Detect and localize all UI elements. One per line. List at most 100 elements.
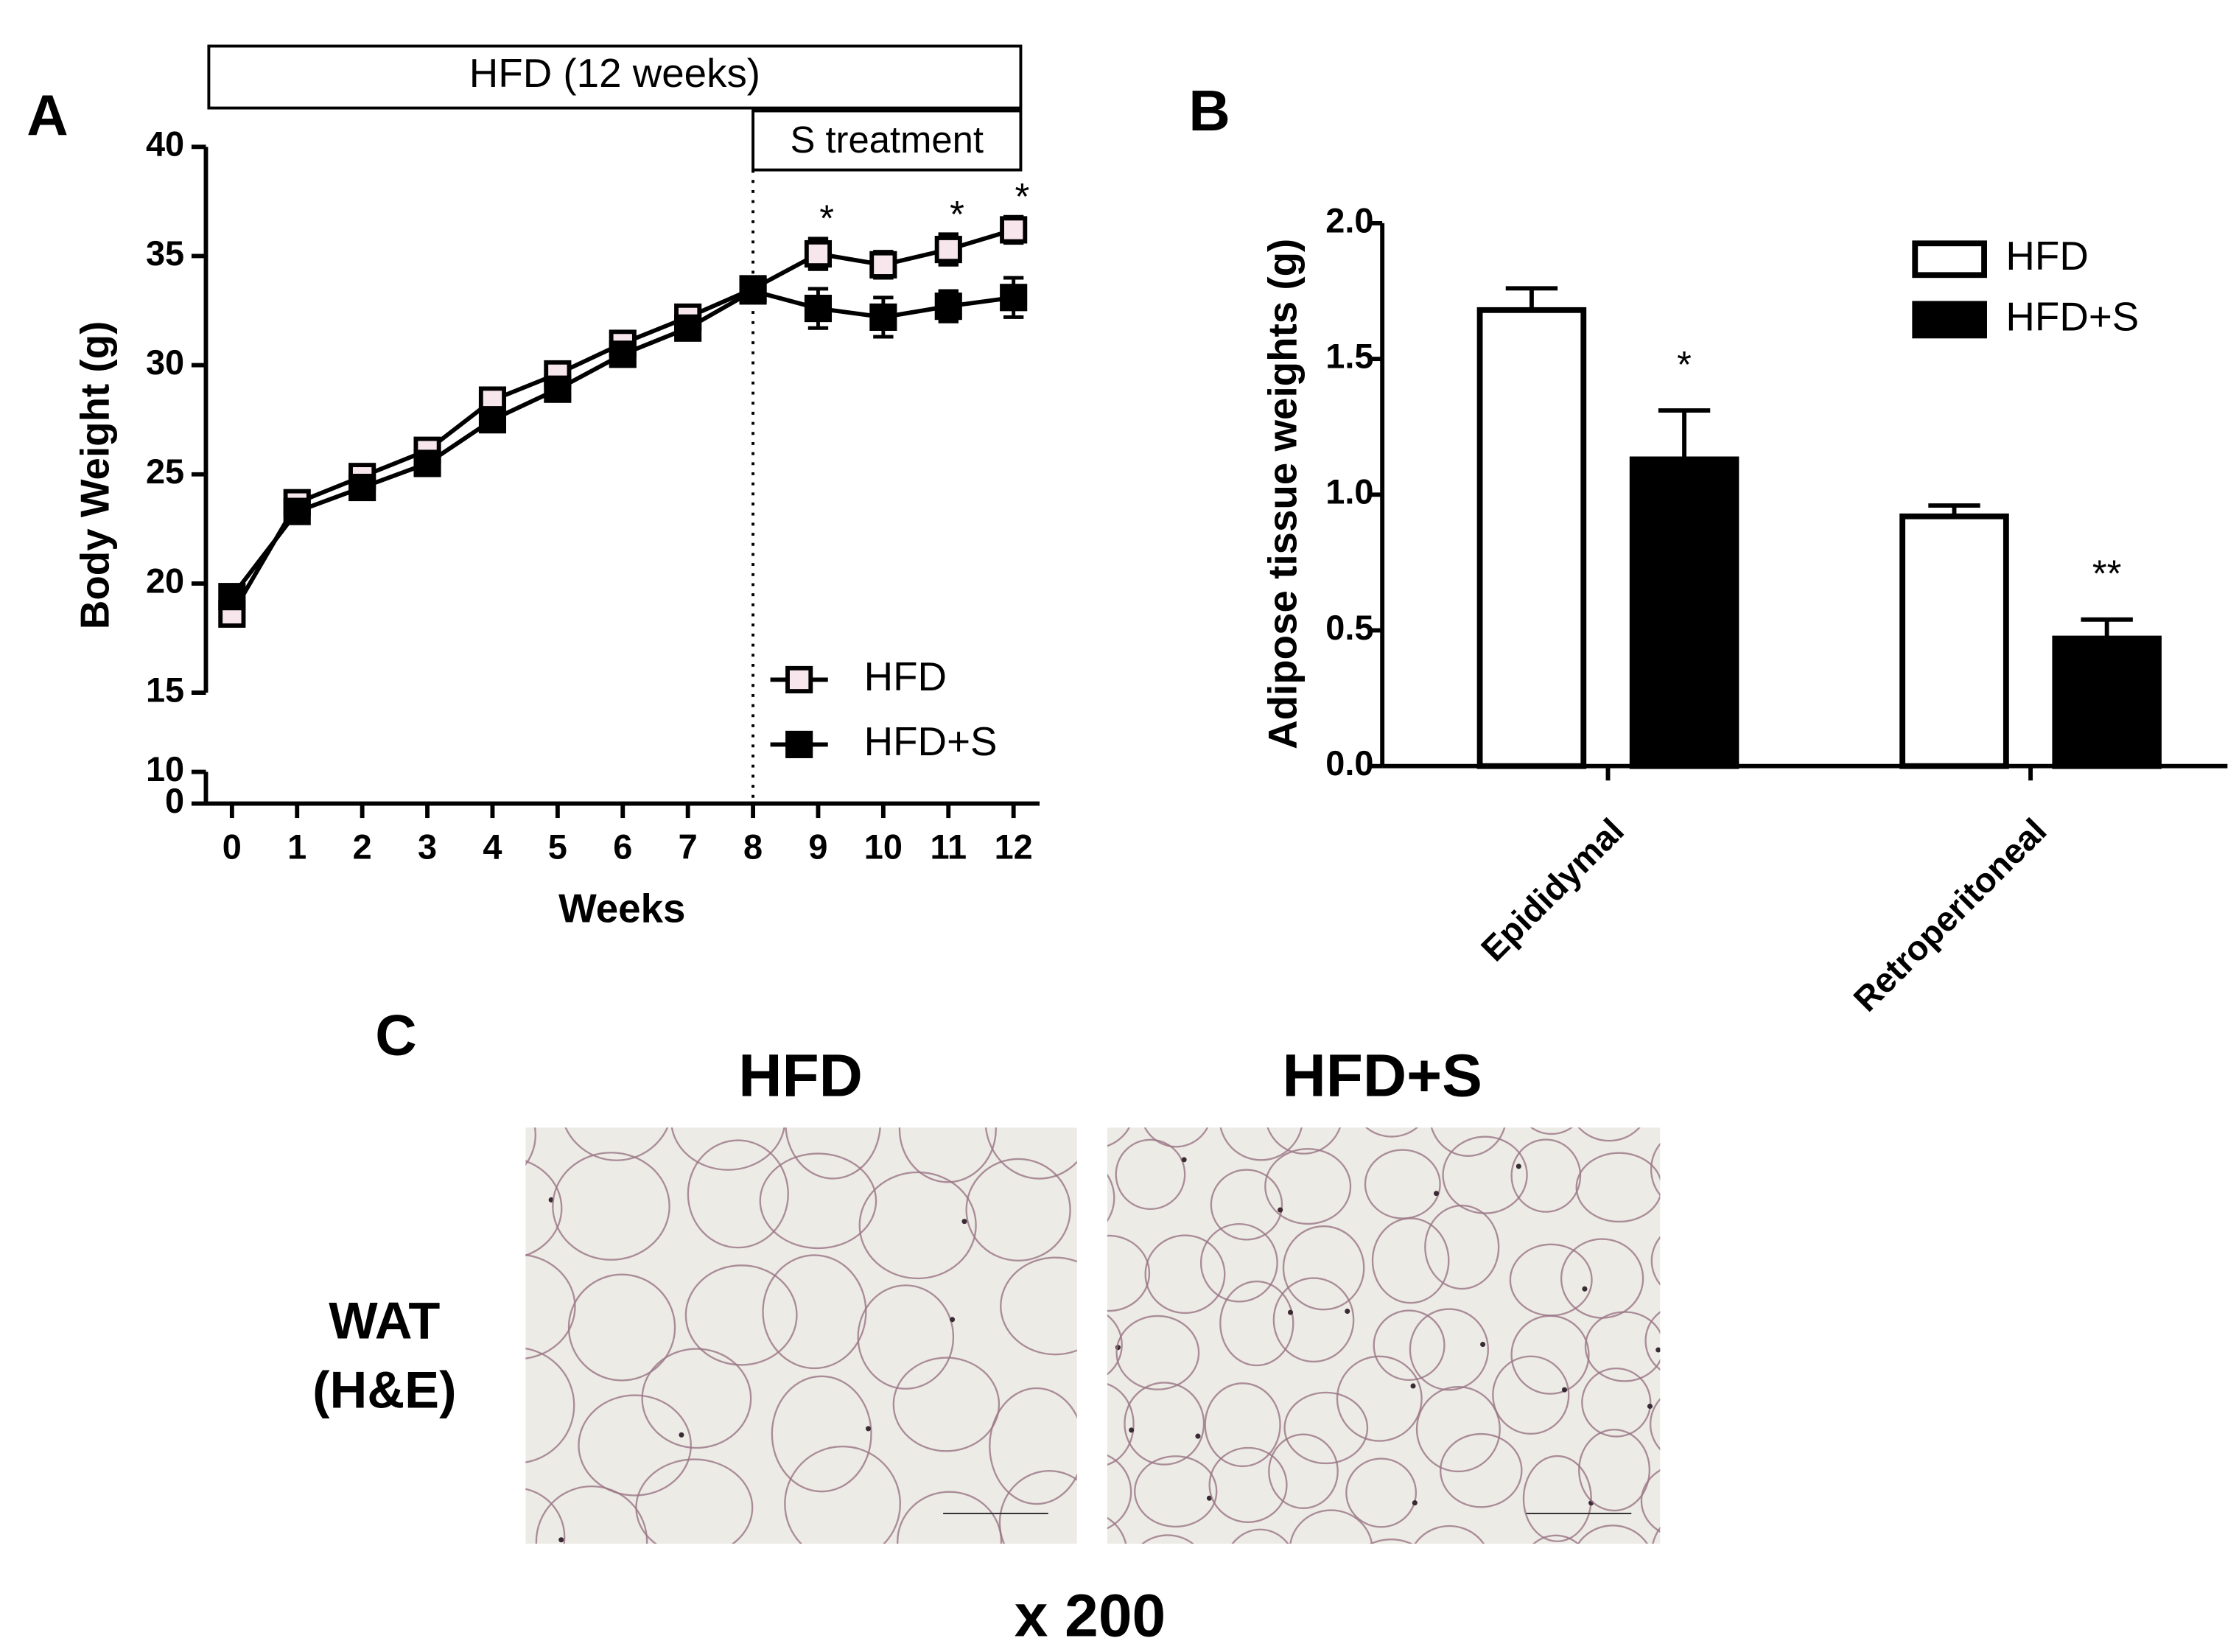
cell xyxy=(578,1394,692,1497)
row-label: (H&E) xyxy=(312,1360,456,1418)
nucleus xyxy=(865,1426,872,1432)
marker xyxy=(869,251,897,279)
cell xyxy=(670,1127,785,1171)
cell xyxy=(1577,1127,1641,1142)
marker xyxy=(739,277,767,305)
nucleus xyxy=(1640,1109,1645,1114)
cell xyxy=(564,1127,669,1161)
cell xyxy=(1000,1256,1077,1356)
x-tick-label: 5 xyxy=(548,827,567,866)
cell xyxy=(1107,1314,1123,1376)
y-tick-label: 0.0 xyxy=(1325,744,1373,783)
x-tick-label: 1 xyxy=(287,827,306,866)
cell xyxy=(1584,1311,1661,1382)
cell xyxy=(1662,1089,1746,1169)
cell xyxy=(1219,1280,1294,1367)
cell xyxy=(1208,1446,1288,1523)
header-box xyxy=(207,44,1023,110)
marker xyxy=(348,473,376,502)
cell xyxy=(898,1127,997,1183)
cell xyxy=(552,1152,670,1261)
nucleus xyxy=(950,1317,956,1323)
marker xyxy=(218,583,246,611)
cell xyxy=(1268,1433,1339,1510)
nucleus xyxy=(1647,1404,1653,1410)
marker xyxy=(609,340,637,368)
significance: * xyxy=(1015,175,1030,217)
legend-label: HFD+S xyxy=(2005,293,2139,339)
nucleus xyxy=(961,1219,967,1225)
nucleus xyxy=(1345,1309,1350,1315)
cell xyxy=(1439,1432,1523,1508)
nucleus xyxy=(1655,1347,1661,1353)
cell xyxy=(1415,1386,1501,1473)
cell xyxy=(1115,1138,1186,1211)
cell xyxy=(984,1127,1077,1180)
cell xyxy=(1640,1469,1661,1533)
cell xyxy=(1266,1127,1341,1155)
marker xyxy=(934,236,962,264)
cell xyxy=(1650,1142,1661,1197)
x-tick-label: 8 xyxy=(743,827,763,866)
cell xyxy=(1578,1428,1651,1512)
y-tick-label: 35 xyxy=(146,234,184,273)
x-tick-label: 9 xyxy=(808,827,827,866)
y-tick-label: 10 xyxy=(146,750,184,788)
marker xyxy=(1000,284,1028,312)
nucleus xyxy=(1410,1383,1416,1389)
marker xyxy=(1000,216,1028,244)
cell xyxy=(535,1485,648,1544)
treatment-label: S treatment xyxy=(790,119,984,161)
y-tick-label: 20 xyxy=(146,561,184,600)
cell xyxy=(1107,1234,1151,1312)
cell xyxy=(1371,1217,1450,1304)
y-tick-label: 30 xyxy=(146,343,184,382)
cell xyxy=(1283,1391,1369,1465)
nucleus xyxy=(1516,1163,1521,1169)
cell xyxy=(762,1254,867,1370)
error-bar xyxy=(1658,408,1711,460)
cell xyxy=(567,1273,676,1382)
series-line xyxy=(230,228,1015,615)
cell xyxy=(1219,1127,1303,1161)
cell xyxy=(1522,1455,1592,1542)
panel-label: B xyxy=(1188,78,1230,143)
significance: * xyxy=(1677,343,1692,385)
error-bar xyxy=(2081,617,2133,639)
nucleus xyxy=(1195,1433,1201,1439)
x-tick-label: 7 xyxy=(679,827,698,866)
cell xyxy=(1424,1204,1500,1290)
cell xyxy=(1134,1455,1218,1528)
magnification: x 200 xyxy=(1015,1582,1166,1649)
cell xyxy=(1652,1526,1661,1544)
marker xyxy=(804,239,833,268)
cell xyxy=(1289,1509,1373,1544)
legend-marker xyxy=(785,730,813,758)
cell xyxy=(1510,1138,1582,1213)
nucleus xyxy=(558,1537,564,1543)
cell xyxy=(1530,1127,1574,1135)
cell xyxy=(1430,1127,1506,1157)
cell xyxy=(989,1387,1077,1505)
nucleus xyxy=(1181,1157,1187,1163)
nucleus xyxy=(1278,1207,1283,1213)
significance: * xyxy=(819,197,834,239)
x-tick-label: 2 xyxy=(353,827,372,866)
header-label: HFD (12 weeks) xyxy=(469,50,760,96)
cell xyxy=(1577,1525,1649,1544)
cell xyxy=(1644,1311,1661,1371)
cell xyxy=(858,1171,977,1280)
x-axis-label: Weeks xyxy=(558,886,685,931)
y-axis-label: Adipose tissue weights (g) xyxy=(1260,239,1306,749)
marker xyxy=(869,303,897,332)
nucleus xyxy=(1412,1500,1418,1506)
cell xyxy=(759,1152,877,1250)
x-tick-label: Retroperitoneal xyxy=(1846,811,2054,1019)
nucleus xyxy=(1716,1159,1721,1164)
nucleus xyxy=(1081,1463,1086,1468)
y-tick-label: 1.0 xyxy=(1325,473,1373,511)
cell xyxy=(1336,1355,1423,1442)
cell xyxy=(1107,1383,1135,1466)
